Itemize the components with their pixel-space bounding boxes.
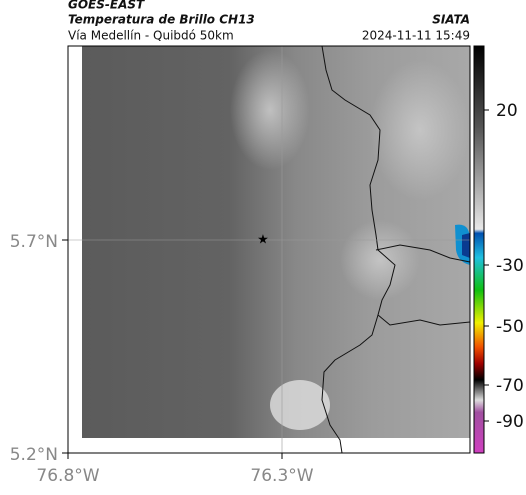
city-marker: ★ [257, 233, 269, 248]
timestamp: 2024-11-11 15:49 [362, 29, 470, 43]
cloud [340, 220, 420, 300]
colorbar: 20 -30 -50 -70 -90 [473, 45, 524, 454]
colorbar-label: -30 [496, 256, 524, 276]
lat-label: 5.7°N [10, 232, 58, 252]
colorbar-label: -90 [496, 412, 524, 432]
lon-label: 76.3°W [250, 466, 313, 486]
title: GOES-EAST [68, 0, 145, 12]
header: GOES-EAST Temperatura de Brillo CH13 SIA… [68, 0, 470, 43]
map: ★ 5.7°N 5.2°N 76.8°W 76.3°W [10, 45, 471, 486]
source: SIATA [432, 13, 470, 27]
border [375, 244, 471, 263]
colorbar-label: 20 [496, 101, 518, 121]
subtitle: Temperatura de Brillo CH13 [68, 13, 255, 27]
border [321, 45, 471, 326]
lat-label: 5.2°N [10, 445, 58, 465]
colorbar-scale [473, 45, 485, 454]
lon-label: 76.8°W [36, 466, 99, 486]
colorbar-label: -50 [496, 317, 524, 337]
cloud [370, 60, 470, 200]
cloud [270, 380, 330, 430]
border [321, 314, 379, 454]
cloud [230, 50, 310, 170]
colorbar-label: -70 [496, 376, 524, 396]
cold-cloud-core [462, 233, 470, 258]
region: Vía Medellín - Quibdó 50km [68, 29, 234, 43]
map-frame [67, 45, 471, 454]
